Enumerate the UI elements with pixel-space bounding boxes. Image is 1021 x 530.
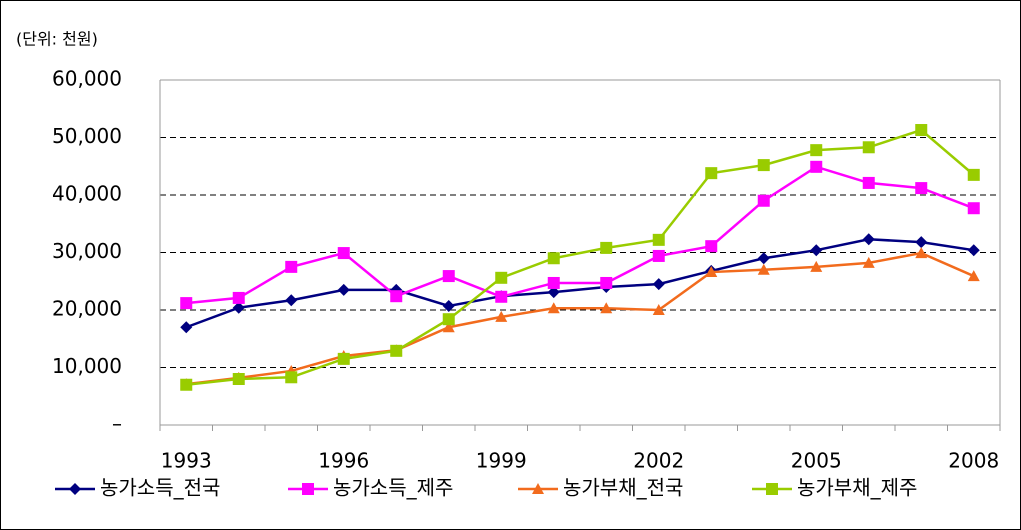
x-tick-label: 1993	[161, 449, 212, 473]
series-line	[186, 128, 975, 386]
data-point	[285, 260, 298, 273]
data-point	[442, 299, 455, 312]
series-line	[186, 165, 975, 305]
data-point	[495, 271, 508, 284]
data-point	[600, 302, 613, 314]
legend-label: 농가소득_제주	[333, 476, 453, 500]
data-point	[862, 256, 875, 268]
data-point	[495, 290, 508, 303]
data-point	[862, 141, 875, 154]
legend-label: 농가부채_제주	[797, 476, 917, 500]
data-point	[915, 124, 928, 137]
x-tick-label: 2005	[791, 449, 842, 473]
data-point	[915, 236, 928, 249]
data-point	[967, 270, 980, 282]
legend-marker	[69, 483, 81, 495]
data-point	[967, 168, 980, 181]
x-tick-label: 1999	[476, 449, 527, 473]
data-point	[600, 276, 613, 289]
data-point	[232, 373, 245, 385]
data-point	[285, 371, 298, 384]
data-point	[810, 144, 823, 157]
x-tick-label: 2002	[633, 449, 684, 473]
y-tick-label: 60,000	[52, 67, 122, 91]
data-point	[232, 301, 245, 314]
data-point	[652, 233, 665, 246]
y-tick-label: 40,000	[52, 182, 122, 206]
legend-marker	[766, 483, 778, 495]
data-point	[285, 294, 298, 307]
data-point	[652, 249, 665, 262]
data-point	[915, 182, 928, 195]
data-point	[810, 160, 823, 173]
data-point	[915, 247, 928, 259]
data-point	[547, 302, 560, 314]
data-point	[180, 321, 193, 334]
data-point	[705, 240, 718, 253]
unit-label: (단위: 천원)	[16, 30, 98, 49]
series-line	[186, 251, 975, 386]
legend-label: 농가부채_전국	[563, 476, 683, 500]
y-tick-label: 50,000	[52, 124, 122, 148]
x-tick-label: 2008	[948, 449, 999, 473]
data-point	[652, 278, 665, 291]
data-point	[180, 378, 193, 391]
data-point	[757, 159, 770, 172]
legend-label: 농가소득_전국	[100, 476, 220, 500]
series-line	[185, 238, 974, 329]
data-point	[757, 263, 770, 275]
data-point	[495, 310, 508, 322]
data-point	[547, 286, 560, 299]
data-point	[757, 252, 770, 265]
data-point	[547, 252, 560, 265]
data-point	[337, 283, 350, 296]
data-point	[442, 321, 455, 333]
data-point	[442, 313, 455, 326]
data-point	[705, 167, 718, 180]
data-point	[705, 266, 718, 278]
data-point	[757, 194, 770, 207]
y-tick-label: 20,000	[52, 297, 122, 321]
data-point	[652, 304, 665, 315]
data-point	[862, 233, 875, 246]
x-tick-label: 1996	[318, 449, 369, 473]
data-point	[232, 291, 245, 304]
data-point	[600, 241, 613, 254]
data-point	[337, 352, 350, 365]
data-point	[180, 297, 193, 310]
legend-marker	[302, 483, 314, 495]
data-point	[967, 244, 980, 257]
data-point	[442, 270, 455, 283]
y-tick-label: –	[112, 412, 122, 436]
data-point	[862, 176, 875, 189]
y-tick-label: 10,000	[52, 354, 122, 378]
data-point	[390, 290, 403, 303]
data-point	[547, 276, 560, 289]
legend-marker	[532, 483, 544, 494]
data-point	[337, 247, 350, 260]
y-tick-label: 30,000	[52, 239, 122, 263]
data-point	[810, 260, 823, 272]
data-point	[810, 244, 823, 257]
data-point	[967, 202, 980, 215]
data-point	[390, 344, 403, 357]
